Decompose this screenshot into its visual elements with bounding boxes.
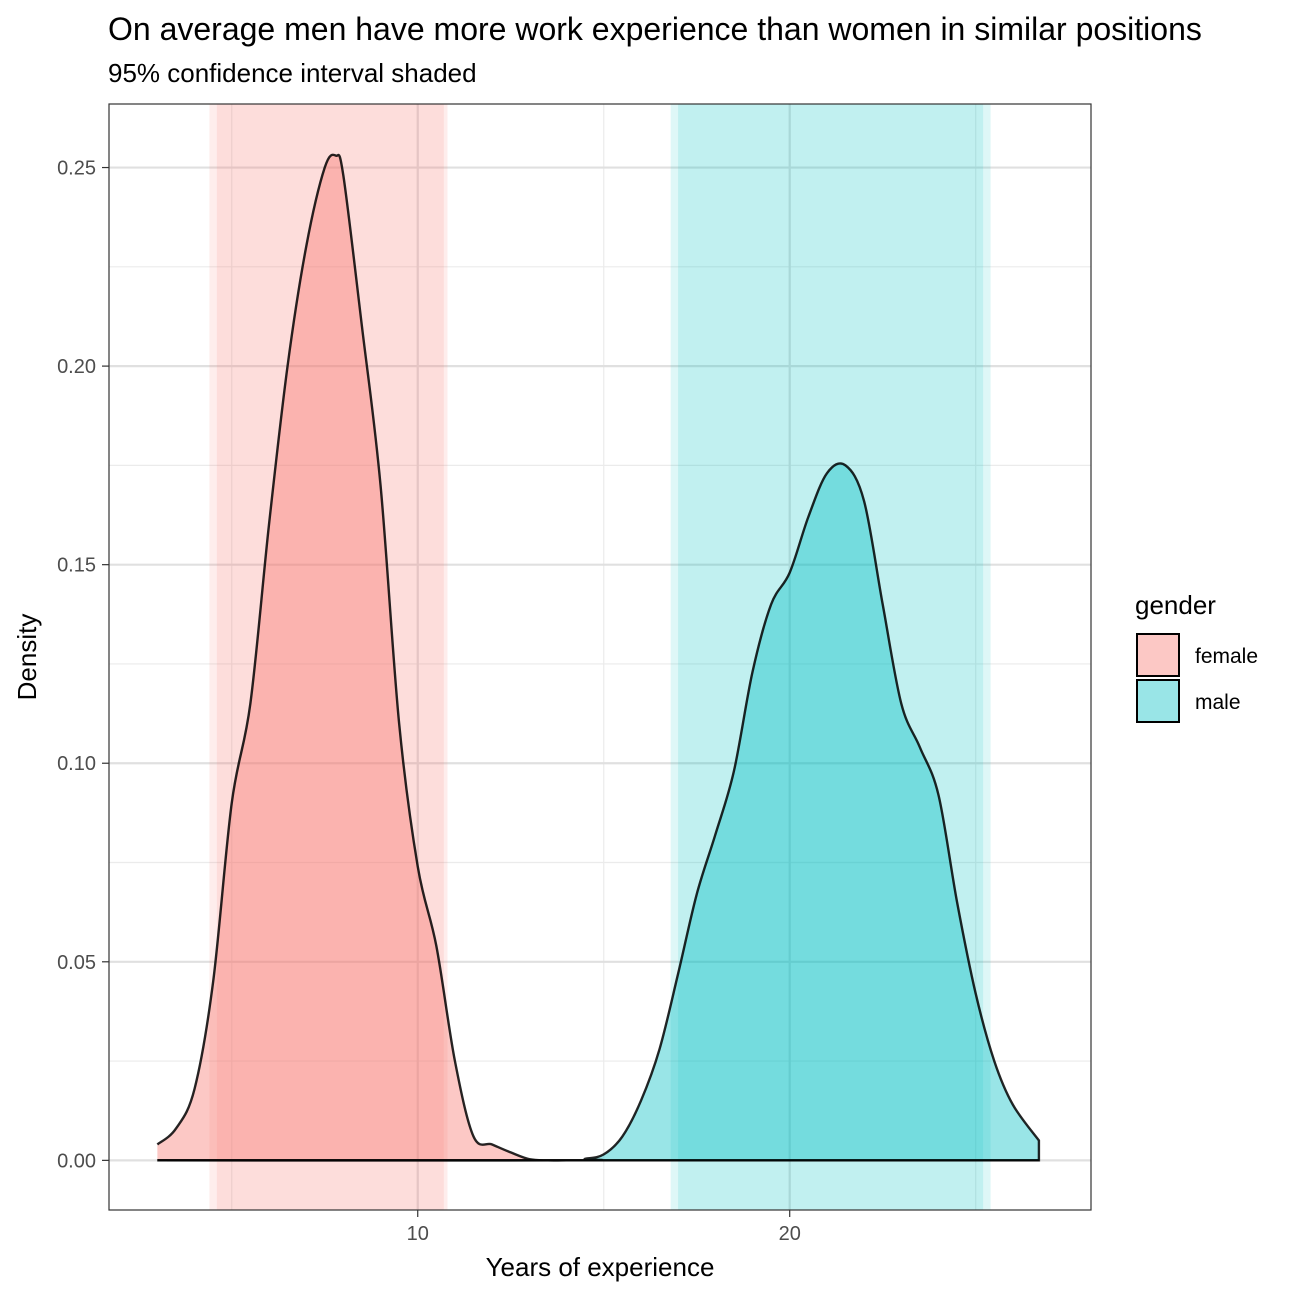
density-area-male [157, 463, 1039, 1161]
ci-band-male-1 [678, 104, 984, 1210]
y-tick-label: 0.05 [57, 952, 96, 974]
plot-panel [108, 103, 1092, 1211]
y-tick-label: 0.25 [57, 158, 96, 180]
y-tick-label: 0.15 [57, 555, 96, 577]
legend-label-female: female [1195, 645, 1258, 668]
y-tick-label: 0.10 [57, 753, 96, 775]
legend-label-male: male [1195, 691, 1241, 714]
density-area-female [157, 154, 1039, 1161]
chart-title: On average men have more work experience… [108, 11, 1202, 47]
legend-items: female male [1136, 633, 1258, 723]
x-axis: 10 20 [407, 1210, 801, 1245]
y-tick-label: 0.00 [57, 1150, 96, 1172]
chart-subtitle: 95% confidence interval shaded [108, 58, 477, 88]
legend-title: gender [1135, 590, 1216, 620]
panel-border [108, 103, 1092, 1211]
x-axis-title: Years of experience [486, 1252, 715, 1282]
confidence-bands [209, 104, 991, 1210]
density-line-male [157, 462, 1041, 1162]
legend-key-female [1136, 633, 1180, 677]
legend: gender female male [1135, 590, 1258, 723]
x-tick-label: 10 [407, 1223, 429, 1245]
y-axis-title: Density [12, 614, 42, 701]
panel-background [109, 104, 1091, 1210]
ci-band-female-2 [209, 104, 448, 1210]
grid-minor-lines [109, 104, 1091, 1210]
legend-key-male [1136, 679, 1180, 723]
x-tick-label: 20 [779, 1223, 801, 1245]
y-axis: 0.00 0.05 0.10 0.15 0.20 0.25 [57, 158, 109, 1172]
density-areas [156, 153, 1041, 1162]
y-tick-label: 0.20 [57, 356, 96, 378]
ci-band-male-2 [670, 104, 991, 1210]
